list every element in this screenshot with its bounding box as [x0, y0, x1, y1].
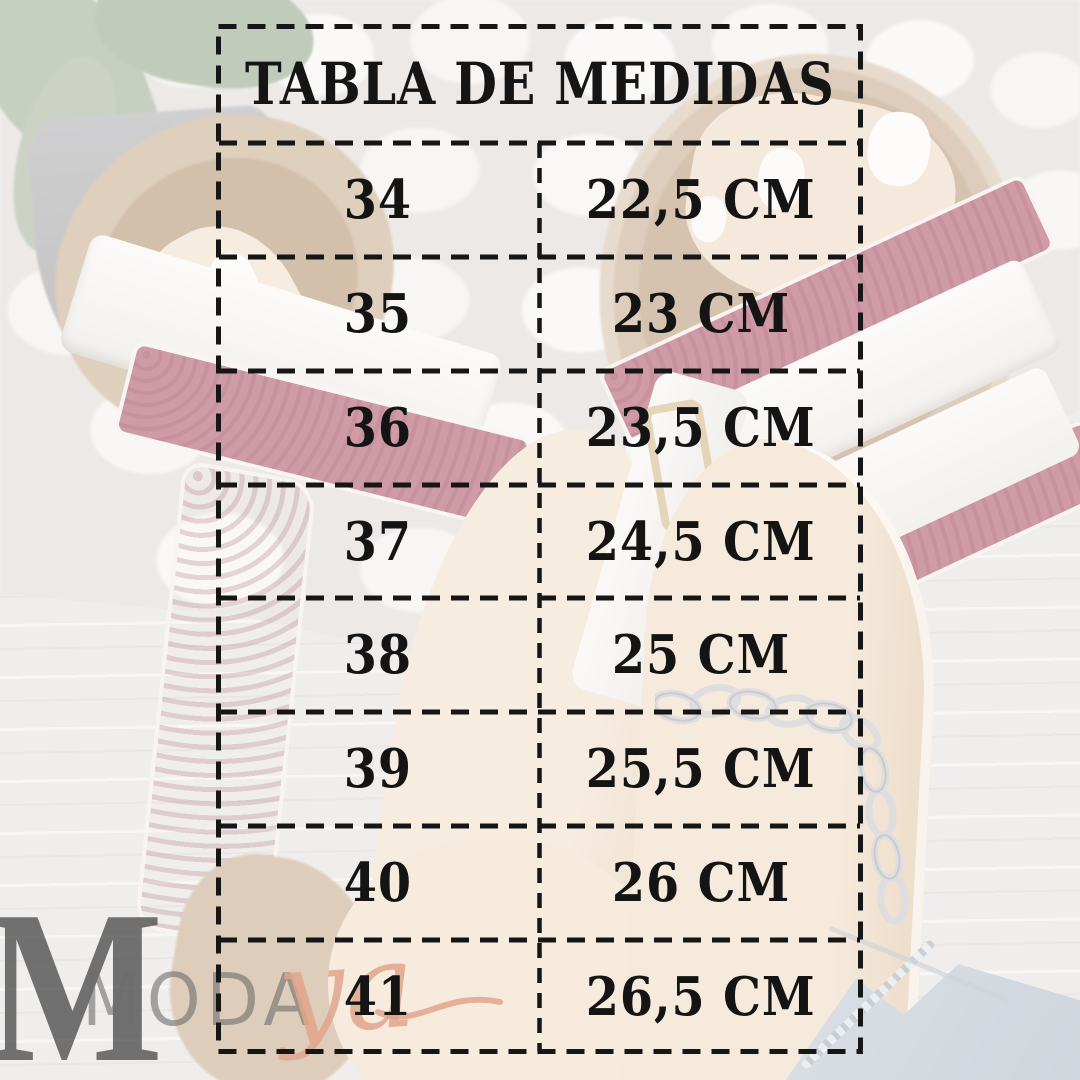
size-cell: 35 [343, 283, 412, 345]
table-row: 37 24,5 CM [216, 485, 863, 599]
size-table: TABLA DE MEDIDAS 34 22,5 CM 35 23 CM 36 … [216, 24, 863, 1054]
size-cell: 36 [343, 397, 412, 459]
cm-cell: 25,5 CM [586, 738, 816, 800]
table-row: 36 23,5 CM [216, 371, 863, 485]
brand-wordmark: MODA [82, 958, 316, 1042]
table-dashed-borders [216, 24, 863, 1054]
size-cell: 34 [343, 169, 412, 231]
size-cell: 40 [343, 852, 412, 914]
brand-script-swash [375, 996, 503, 1020]
size-cell: 39 [343, 738, 412, 800]
table-row: 39 25,5 CM [216, 712, 863, 826]
cm-cell: 23 CM [611, 283, 791, 345]
table-row: 41 26,5 CM [216, 940, 863, 1054]
table-row: 35 23 CM [216, 257, 863, 371]
table-row: 34 22,5 CM [216, 143, 863, 257]
size-cell: 37 [343, 511, 412, 573]
cm-cell: 25 CM [611, 624, 791, 686]
front-heel [328, 838, 663, 1080]
cm-cell: 24,5 CM [586, 511, 816, 573]
brand-monogram: M [0, 867, 163, 1080]
cm-cell: 26,5 CM [586, 966, 816, 1028]
cm-cell: 26 CM [611, 852, 791, 914]
size-cell: 41 [343, 966, 412, 1028]
table-row: 40 26 CM [216, 826, 863, 940]
size-cell: 38 [343, 624, 412, 686]
table-title: TABLA DE MEDIDAS [216, 24, 863, 143]
table-title-text: TABLA DE MEDIDAS [244, 49, 835, 118]
table-row: 38 25 CM [216, 598, 863, 712]
cm-cell: 22,5 CM [586, 169, 816, 231]
cm-cell: 23,5 CM [586, 397, 816, 459]
